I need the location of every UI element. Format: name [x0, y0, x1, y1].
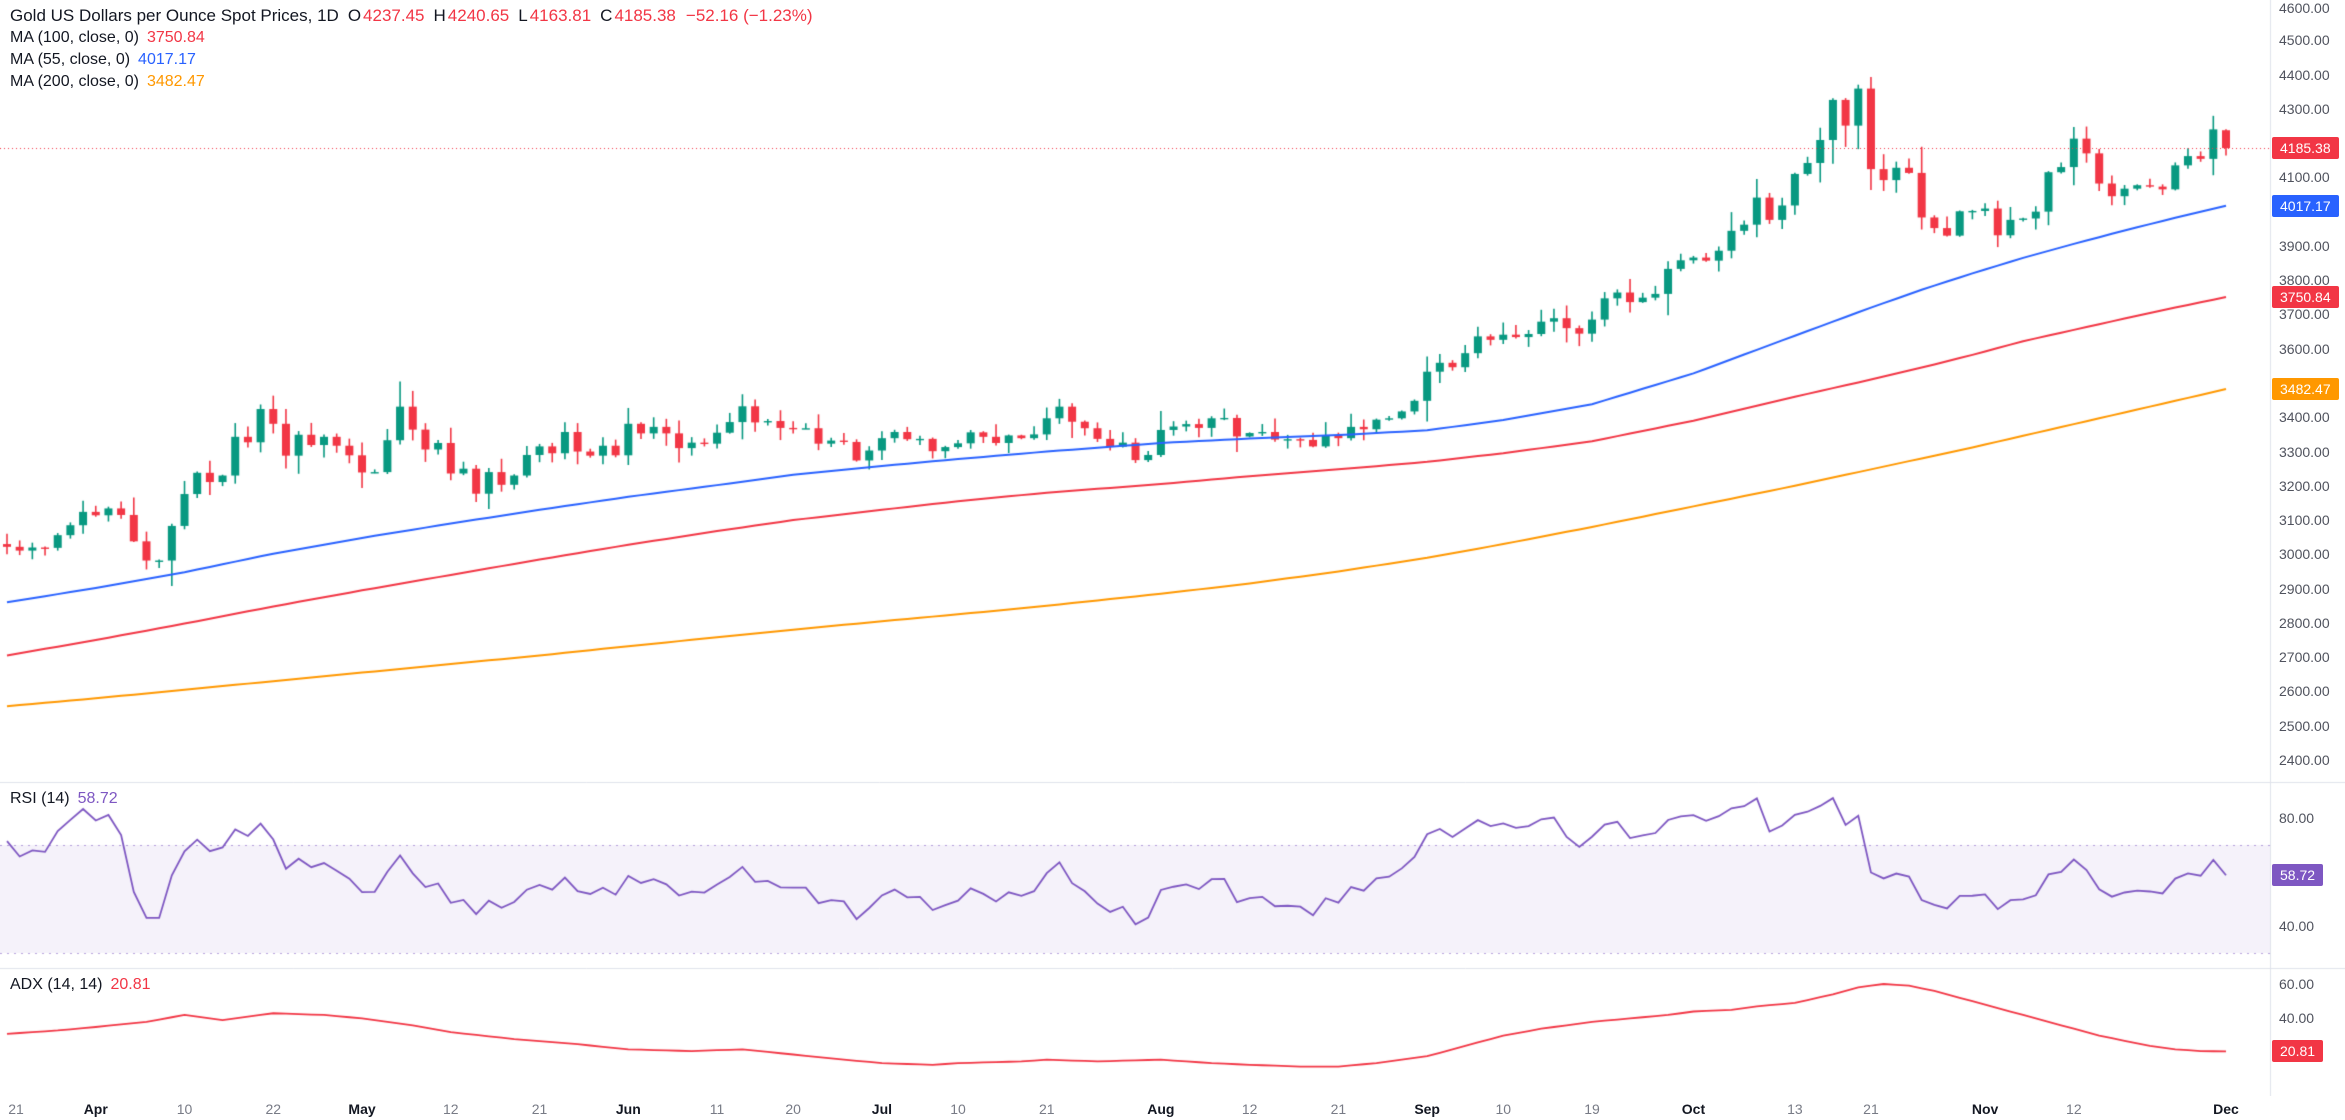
- time-axis-label: 21: [531, 1101, 548, 1117]
- price-axis-label: 2400.00: [2279, 752, 2330, 768]
- adx-legend-row[interactable]: ADX (14, 14) 20.81: [10, 974, 151, 996]
- time-axis-label: Oct: [1681, 1101, 1706, 1117]
- price-axis-label: 3900.00: [2279, 237, 2330, 254]
- price-axis-label: 40.00: [2279, 1010, 2315, 1027]
- price-axis-label: 3200.00: [2279, 477, 2330, 494]
- rsi-legend: RSI (14) 58.72: [10, 788, 118, 810]
- time-axis-label: 21: [1330, 1101, 1347, 1117]
- time-axis-label: Jun: [615, 1101, 641, 1117]
- price-axis-label: 4100.00: [2279, 169, 2330, 186]
- time-axis-label: 11: [709, 1101, 725, 1117]
- price-axis-label: 2600.00: [2279, 683, 2330, 700]
- ma100-legend-row[interactable]: MA (100, close, 0) 3750.84: [10, 27, 813, 49]
- low-label: L: [518, 6, 528, 25]
- ma55-badge: 4017.17: [2272, 194, 2339, 217]
- price-axis-label: 3400.00: [2279, 409, 2330, 426]
- ma55-value: 4017.17: [138, 51, 196, 68]
- price-axis-label: 4600.00: [2279, 0, 2330, 16]
- ma200-value: 3482.47: [146, 73, 205, 90]
- price-axis-label: 4500.00: [2279, 32, 2330, 49]
- time-axis-label: 22: [265, 1101, 282, 1117]
- time-axis-label: 10: [176, 1101, 193, 1117]
- adx-badge: 20.81: [2272, 1040, 2324, 1063]
- time-axis-label: Aug: [1147, 1101, 1175, 1117]
- time-axis-label: 10: [950, 1101, 966, 1117]
- ma200-badge: 3482.47: [2272, 378, 2339, 400]
- price-axis-label: 4400.00: [2279, 66, 2330, 83]
- price-axis[interactable]: 4600.004500.004400.004300.004200.004100.…: [2271, 0, 2345, 1120]
- ohlc-close: C 4185.38: [600, 6, 676, 26]
- ma200-legend-row[interactable]: MA (200, close, 0) 3482.47: [10, 71, 813, 93]
- price-axis-label: 80.00: [2279, 810, 2315, 826]
- symbol-legend-row[interactable]: Gold US Dollars per Ounce Spot Prices, 1…: [10, 5, 813, 27]
- price-axis-label: 4300.00: [2279, 100, 2330, 117]
- close-value: 4185.38: [614, 6, 676, 25]
- price-axis-label: 3700.00: [2279, 306, 2330, 323]
- time-axis-label: 21: [8, 1101, 24, 1117]
- open-value: 4237.45: [363, 6, 425, 25]
- ma200-label: MA (200, close, 0): [10, 73, 139, 90]
- adx-value: 20.81: [110, 976, 151, 993]
- time-axis-label: Apr: [83, 1101, 108, 1117]
- time-axis-label: 10: [1495, 1101, 1512, 1117]
- time-axis-label: Jul: [871, 1101, 893, 1117]
- price-axis-label: 3100.00: [2279, 512, 2330, 529]
- ohlc-open: O 4237.45: [348, 6, 425, 26]
- price-axis-label: 2900.00: [2279, 580, 2330, 597]
- time-axis-label: Dec: [2213, 1101, 2239, 1117]
- price-axis-label: 2700.00: [2279, 649, 2330, 666]
- price-axis-label: 2800.00: [2279, 614, 2330, 631]
- adx-legend: ADX (14, 14) 20.81: [10, 974, 151, 996]
- ma100-label: MA (100, close, 0): [10, 29, 139, 46]
- price-axis-label: 40.00: [2279, 918, 2315, 934]
- price-axis-label: 3000.00: [2279, 546, 2330, 563]
- ohlc-high: H 4240.65: [434, 6, 510, 26]
- high-label: H: [433, 6, 446, 25]
- time-axis-label: 12: [2066, 1101, 2082, 1117]
- price-axis-label: 3300.00: [2279, 443, 2330, 460]
- ma55-label: MA (55, close, 0): [10, 51, 131, 68]
- price-axis-label: 60.00: [2279, 976, 2315, 992]
- ma55-legend-row[interactable]: MA (55, close, 0) 4017.17: [10, 49, 813, 71]
- ma100-badge: 3750.84: [2272, 286, 2339, 309]
- adx-label: ADX (14, 14): [10, 976, 103, 993]
- rsi-label: RSI (14): [10, 790, 70, 807]
- ohlc-low: L 4163.81: [518, 6, 591, 26]
- time-axis[interactable]: 21 Apr 10 22 May 12 21 Jun 11 20 Jul 10 21 Aug 12 21 Sep…: [0, 1096, 2345, 1120]
- time-axis-label: Nov: [1971, 1101, 1999, 1117]
- time-axis-label: Sep: [1414, 1101, 1440, 1117]
- time-axis-label: 13: [1787, 1101, 1803, 1117]
- rsi-value: 58.72: [77, 790, 118, 807]
- price-axis-label: 3800.00: [2279, 272, 2330, 289]
- low-value: 4163.81: [529, 6, 592, 25]
- time-axis-label: 12: [443, 1101, 459, 1117]
- time-axis-label: 21: [1863, 1101, 1879, 1117]
- price-axis-label: 3600.00: [2279, 340, 2330, 357]
- ma100-value: 3750.84: [146, 29, 205, 46]
- price-axis-label: 2500.00: [2279, 717, 2330, 734]
- close-label: C: [600, 6, 613, 25]
- symbol-title: Gold US Dollars per Ounce Spot Prices, 1…: [10, 6, 339, 25]
- time-axis-label: 20: [785, 1101, 801, 1117]
- high-value: 4240.65: [447, 6, 510, 25]
- time-axis-label: May: [348, 1101, 376, 1117]
- main-legend: Gold US Dollars per Ounce Spot Prices, 1…: [10, 5, 813, 93]
- time-axis-label: 12: [1241, 1101, 1258, 1117]
- time-axis-label: 19: [1584, 1101, 1600, 1117]
- rsi-legend-row[interactable]: RSI (14) 58.72: [10, 788, 118, 810]
- time-axis-label: 21: [1038, 1101, 1055, 1117]
- open-label: O: [347, 6, 362, 25]
- last-price-badge: 4185.38: [2272, 137, 2339, 160]
- change-value: −52.16 (−1.23%): [685, 6, 813, 25]
- rsi-badge: 58.72: [2272, 864, 2324, 887]
